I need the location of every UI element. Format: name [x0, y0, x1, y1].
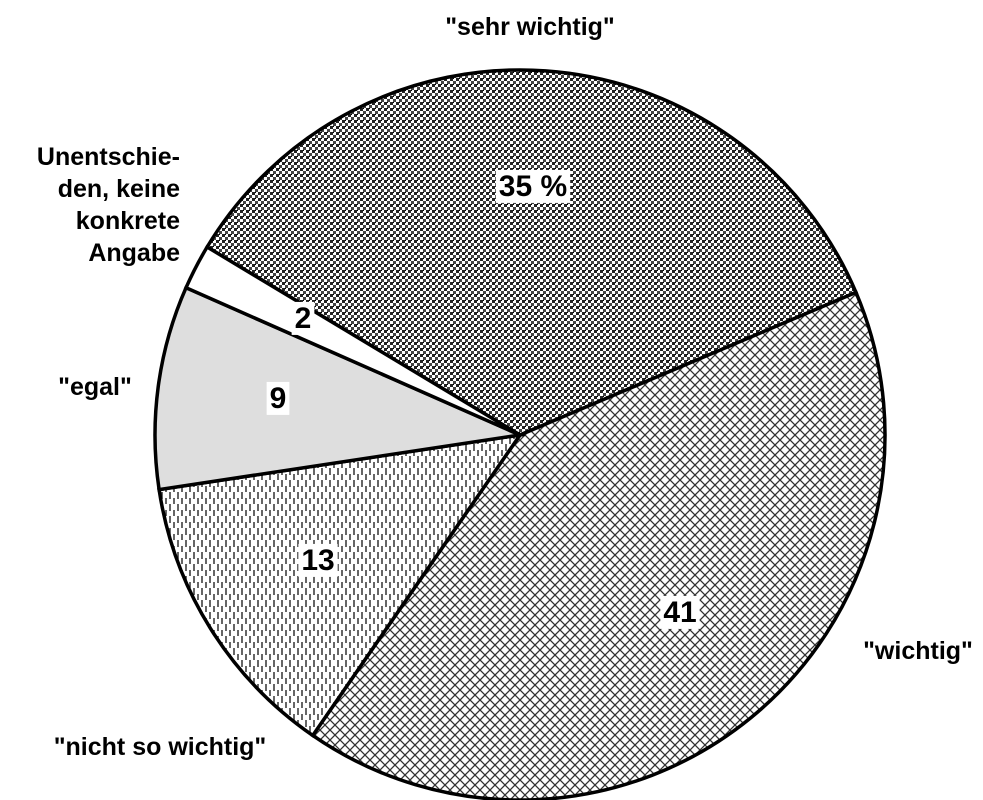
slice-label: "wichtig" [863, 637, 973, 665]
value-label: 41 [663, 596, 696, 629]
pie-slice [157, 432, 524, 738]
slice-label: Unentschie-den, keine konkrete Angabe [37, 143, 180, 267]
value-label: 9 [270, 382, 287, 415]
slice-label: "egal" [58, 373, 132, 401]
value-label: 2 [295, 302, 312, 335]
value-label-bg [266, 381, 290, 415]
value-label-bg [660, 595, 700, 629]
pie-slice [310, 290, 887, 800]
slice-label: "sehr wichtig" [445, 13, 615, 41]
pie-slice [153, 285, 527, 492]
value-label-bg [495, 169, 571, 203]
value-label: 35 % [499, 170, 567, 203]
value-label-bg [291, 301, 315, 335]
pie-slice [183, 244, 521, 437]
value-label: 13 [301, 544, 334, 577]
slice-label: "nicht so wichtig" [54, 733, 267, 761]
value-label-bg [298, 543, 338, 577]
